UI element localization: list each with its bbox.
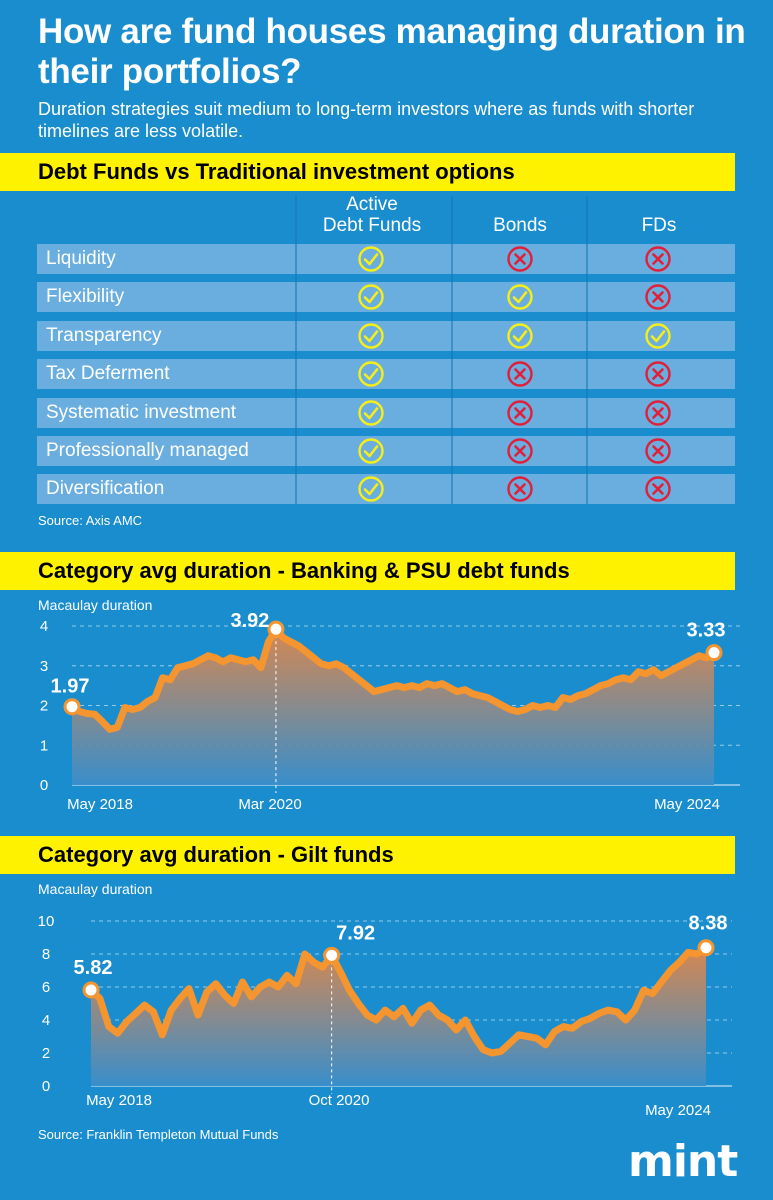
chart2-heading: Category avg duration - Gilt funds <box>0 836 735 874</box>
data-point <box>82 981 100 999</box>
check-circle-icon <box>358 246 384 272</box>
cross-circle-icon <box>645 361 671 387</box>
table-row: Tax Deferment <box>37 359 735 390</box>
cross-circle-icon <box>507 476 533 503</box>
table-row: Transparency <box>37 320 735 351</box>
check-circle-icon <box>507 323 533 349</box>
row-label: Flexibility <box>46 286 125 308</box>
cross-circle-icon <box>507 399 533 426</box>
row-label: Transparency <box>46 324 162 346</box>
check-circle-icon <box>358 438 384 464</box>
x-tick-label: May 2018 <box>67 796 133 813</box>
x-tick-label: May 2024 <box>654 796 720 813</box>
cross-circle-icon <box>645 284 671 311</box>
y-tick-label: 0 <box>40 777 48 794</box>
gilt-source: Source: Franklin Templeton Mutual Funds <box>38 1127 279 1142</box>
mint-logo: mint <box>628 1136 738 1187</box>
y-axis-label: Macaulay duration <box>38 881 152 897</box>
cross-circle-icon <box>645 246 671 272</box>
y-axis-label: Macaulay duration <box>38 597 152 613</box>
row-label: Liquidity <box>46 248 116 269</box>
y-tick-label: 4 <box>42 1012 50 1029</box>
x-tick-label: May 2018 <box>86 1092 152 1109</box>
y-tick-label: 10 <box>38 913 55 930</box>
check-circle-icon <box>645 323 671 349</box>
check-circle-icon <box>358 361 384 387</box>
table-row: Flexibility <box>37 282 735 313</box>
column-header-fds: FDs <box>641 215 677 236</box>
row-label: Professionally managed <box>46 440 249 461</box>
y-tick-label: 6 <box>42 979 50 996</box>
series-line <box>87 944 710 1057</box>
column-divider <box>451 196 453 504</box>
row-label: Tax Deferment <box>46 363 170 385</box>
banking-psu-duration-chart: Macaulay duration 0 1 2 3 4 1.97 3.92 3.33 May 20… <box>38 597 740 813</box>
check-circle-icon <box>358 323 384 349</box>
x-tick-label: Oct 2020 <box>309 1092 370 1109</box>
comparison-source: Source: Axis AMC <box>38 513 143 528</box>
cross-circle-icon <box>507 246 533 272</box>
data-label: 5.82 <box>74 957 113 979</box>
cross-circle-icon <box>507 361 533 387</box>
page-title: How are fund houses managing duration in… <box>38 12 746 91</box>
y-tick-label: 1 <box>40 737 48 754</box>
row-label: Diversification <box>46 478 165 500</box>
column-header-bonds: Bonds <box>493 215 547 236</box>
y-tick-label: 0 <box>42 1078 50 1095</box>
data-point <box>323 946 341 964</box>
data-point <box>267 620 285 638</box>
data-label: 3.33 <box>687 620 726 642</box>
gilt-duration-chart: Macaulay duration 0 2 4 6 8 10 5.82 7.92 8.38 May … <box>38 881 732 1119</box>
y-tick-label: 4 <box>40 618 48 635</box>
chart1-heading: Category avg duration - Banking & PSU de… <box>0 552 735 590</box>
cross-circle-icon <box>645 399 671 426</box>
cross-circle-icon <box>507 438 533 464</box>
data-point <box>705 644 723 662</box>
x-tick-label: Mar 2020 <box>238 796 301 813</box>
data-point <box>697 939 715 957</box>
check-circle-icon <box>358 476 384 503</box>
data-label: 1.97 <box>51 676 90 698</box>
cross-circle-icon <box>645 438 671 464</box>
row-label: Systematic investment <box>46 401 237 423</box>
y-tick-label: 3 <box>40 658 48 675</box>
check-circle-icon <box>358 284 384 311</box>
data-point <box>63 698 81 716</box>
column-divider <box>295 196 297 504</box>
y-tick-label: 8 <box>42 946 50 963</box>
check-circle-icon <box>507 284 533 311</box>
data-label: 8.38 <box>689 913 728 935</box>
page-subtitle: Duration strategies suit medium to long-… <box>38 99 695 141</box>
table-row: Professionally managed <box>37 436 735 466</box>
check-circle-icon <box>358 399 384 426</box>
table-row: Systematic investment <box>37 397 735 428</box>
column-header-active-debt-funds: Active Debt Funds <box>322 194 422 236</box>
column-divider <box>586 196 588 504</box>
table-row: Diversification <box>37 474 735 505</box>
area-fill <box>72 629 714 785</box>
y-tick-label: 2 <box>40 698 48 715</box>
series-line <box>68 625 718 733</box>
y-tick-label: 2 <box>42 1045 50 1062</box>
data-label: 7.92 <box>336 922 375 944</box>
comparison-heading: Debt Funds vs Traditional investment opt… <box>0 153 735 191</box>
data-label: 3.92 <box>230 610 269 632</box>
x-tick-label: May 2024 <box>645 1102 711 1119</box>
table-row: Liquidity <box>37 244 735 274</box>
cross-circle-icon <box>645 476 671 503</box>
